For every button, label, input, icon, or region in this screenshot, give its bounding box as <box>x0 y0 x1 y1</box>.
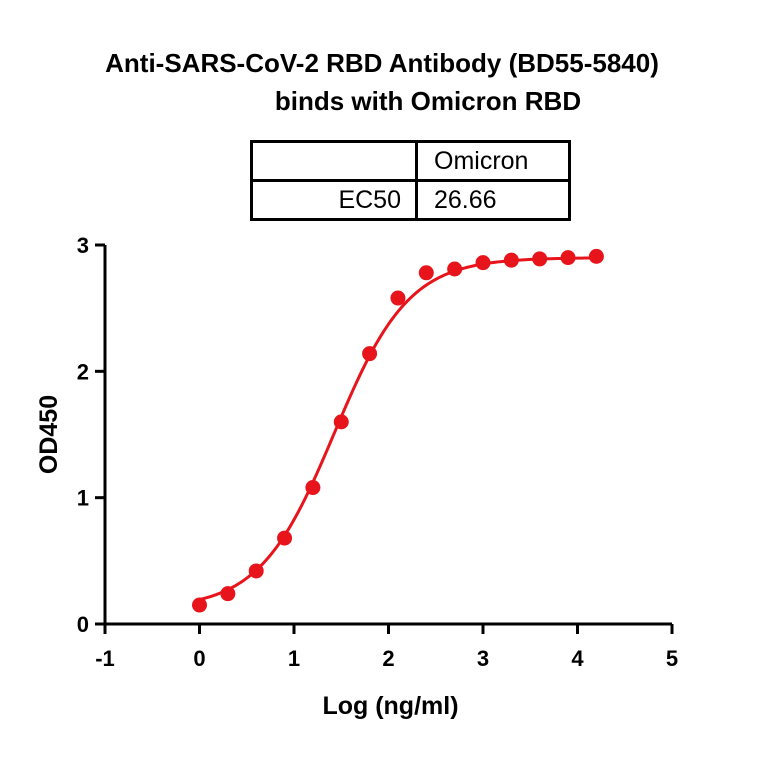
y-tick-label: 0 <box>77 612 89 637</box>
chart-title-line-2: binds with Omicron RBD <box>274 86 582 116</box>
fit-curve <box>199 256 597 602</box>
x-tick-label: 5 <box>666 646 678 671</box>
ec50-table-row: EC50 26.66 <box>250 179 571 221</box>
x-tick-label: -1 <box>95 646 115 671</box>
data-point <box>305 480 321 496</box>
x-tick-label: 0 <box>193 646 205 671</box>
x-axis-label: Log (ng/ml) <box>322 692 458 720</box>
data-points-layer <box>192 248 604 613</box>
data-point <box>220 586 236 602</box>
y-tick-label: 1 <box>77 486 89 511</box>
y-tick-label: 3 <box>77 233 89 258</box>
data-point <box>192 597 207 613</box>
data-point <box>532 251 548 267</box>
ec50-row-label: EC50 <box>250 179 418 221</box>
ec50-table-header-blank <box>250 140 418 182</box>
data-point <box>333 414 349 430</box>
ec50-row-value: 26.66 <box>415 179 571 221</box>
data-point <box>588 248 604 264</box>
x-tick-label: 4 <box>571 646 584 671</box>
data-point <box>503 252 519 268</box>
data-point <box>447 261 463 277</box>
ec50-table-header-row: Omicron <box>250 140 571 182</box>
x-tick-label: 1 <box>288 646 300 671</box>
data-point <box>362 346 378 362</box>
data-point <box>418 265 434 281</box>
y-axis-label: OD450 <box>35 395 63 474</box>
ec50-table-header-omicron: Omicron <box>415 140 571 182</box>
data-point <box>248 563 264 579</box>
data-point <box>475 255 491 271</box>
x-tick-label: 2 <box>382 646 394 671</box>
y-tick-label: 2 <box>77 359 89 384</box>
data-point <box>277 530 293 546</box>
ec50-table: Omicron EC50 26.66 <box>250 140 571 221</box>
data-point <box>390 290 406 306</box>
data-point <box>560 250 576 266</box>
chart-title-line-1: Anti-SARS-CoV-2 RBD Antibody (BD55-5840) <box>105 48 659 78</box>
fit-curve-layer <box>199 256 597 602</box>
x-tick-label: 3 <box>477 646 489 671</box>
